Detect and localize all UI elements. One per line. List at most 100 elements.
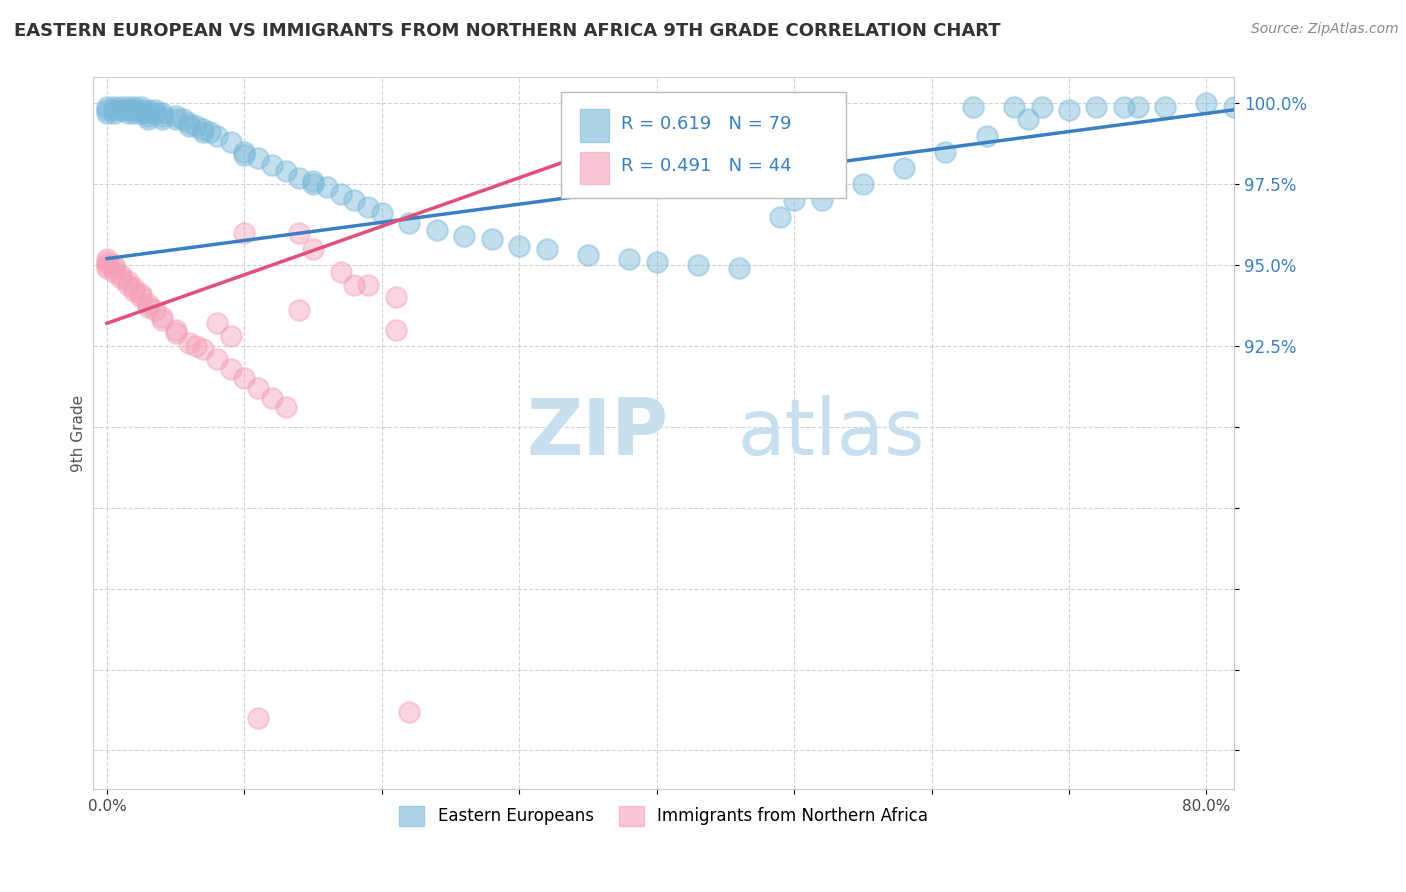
Point: [110, 268, 132, 282]
Point: [769, 210, 792, 224]
Point: [619, 252, 641, 266]
Point: [186, 339, 208, 353]
Bar: [581, 153, 609, 185]
Text: ZIP: ZIP: [527, 395, 669, 471]
Point: [934, 145, 956, 159]
Point: [103, 106, 125, 120]
Point: [136, 109, 159, 123]
Point: [110, 103, 132, 117]
Point: [302, 174, 325, 188]
Point: [117, 103, 139, 117]
Point: [150, 313, 173, 327]
Point: [129, 99, 152, 113]
Point: [384, 323, 406, 337]
Point: [96, 261, 118, 276]
Point: [1031, 99, 1053, 113]
Point: [117, 277, 139, 292]
Point: [343, 194, 366, 208]
Point: [124, 99, 146, 113]
Point: [117, 106, 139, 120]
Point: [198, 125, 221, 139]
Point: [233, 371, 256, 385]
Point: [179, 119, 201, 133]
Point: [165, 326, 187, 340]
Point: [1126, 99, 1149, 113]
Point: [124, 281, 146, 295]
Point: [205, 128, 228, 143]
Point: [343, 277, 366, 292]
Point: [191, 342, 214, 356]
Point: [96, 106, 118, 120]
Point: [536, 242, 558, 256]
Point: [96, 99, 118, 113]
Point: [205, 316, 228, 330]
Point: [124, 103, 146, 117]
Point: [103, 261, 125, 276]
Point: [143, 106, 166, 120]
Text: R = 0.491   N = 44: R = 0.491 N = 44: [621, 157, 792, 176]
Point: [247, 711, 270, 725]
Point: [453, 229, 475, 244]
Point: [398, 705, 420, 719]
Point: [103, 99, 125, 113]
Point: [165, 323, 187, 337]
Point: [136, 112, 159, 127]
Point: [1223, 99, 1246, 113]
Point: [1017, 112, 1039, 127]
Point: [1002, 99, 1025, 113]
Point: [976, 128, 998, 143]
Point: [1112, 99, 1135, 113]
Point: [274, 164, 297, 178]
Point: [260, 158, 283, 172]
Point: [96, 103, 118, 117]
Point: [179, 116, 201, 130]
Point: [165, 112, 187, 127]
Point: [233, 148, 256, 162]
Point: [191, 125, 214, 139]
Point: [150, 112, 173, 127]
Point: [96, 252, 118, 266]
Point: [150, 310, 173, 324]
Point: [288, 170, 311, 185]
Point: [110, 271, 132, 285]
Point: [508, 238, 530, 252]
Point: [962, 99, 984, 113]
Point: [143, 303, 166, 318]
Point: [288, 303, 311, 318]
Point: [1195, 96, 1218, 111]
Point: [852, 178, 875, 192]
Point: [124, 106, 146, 120]
Point: [398, 216, 420, 230]
Point: [329, 186, 352, 201]
Point: [136, 103, 159, 117]
Point: [143, 103, 166, 117]
Point: [136, 106, 159, 120]
Bar: [581, 110, 609, 142]
Point: [110, 99, 132, 113]
Point: [129, 290, 152, 304]
Point: [117, 99, 139, 113]
FancyBboxPatch shape: [561, 92, 846, 198]
Point: [165, 109, 187, 123]
Point: [179, 335, 201, 350]
Point: [1154, 99, 1177, 113]
Point: [481, 232, 503, 246]
Point: [129, 287, 152, 301]
Point: [783, 194, 806, 208]
Point: [810, 194, 832, 208]
Point: [233, 145, 256, 159]
Point: [103, 103, 125, 117]
Y-axis label: 9th Grade: 9th Grade: [72, 395, 86, 472]
Point: [357, 277, 380, 292]
Point: [384, 290, 406, 304]
Legend: Eastern Europeans, Immigrants from Northern Africa: Eastern Europeans, Immigrants from North…: [391, 797, 936, 834]
Point: [576, 248, 599, 262]
Point: [96, 258, 118, 272]
Text: Source: ZipAtlas.com: Source: ZipAtlas.com: [1251, 22, 1399, 37]
Point: [260, 391, 283, 405]
Point: [247, 381, 270, 395]
Text: R = 0.619   N = 79: R = 0.619 N = 79: [621, 115, 792, 133]
Point: [247, 151, 270, 165]
Point: [274, 401, 297, 415]
Point: [233, 226, 256, 240]
